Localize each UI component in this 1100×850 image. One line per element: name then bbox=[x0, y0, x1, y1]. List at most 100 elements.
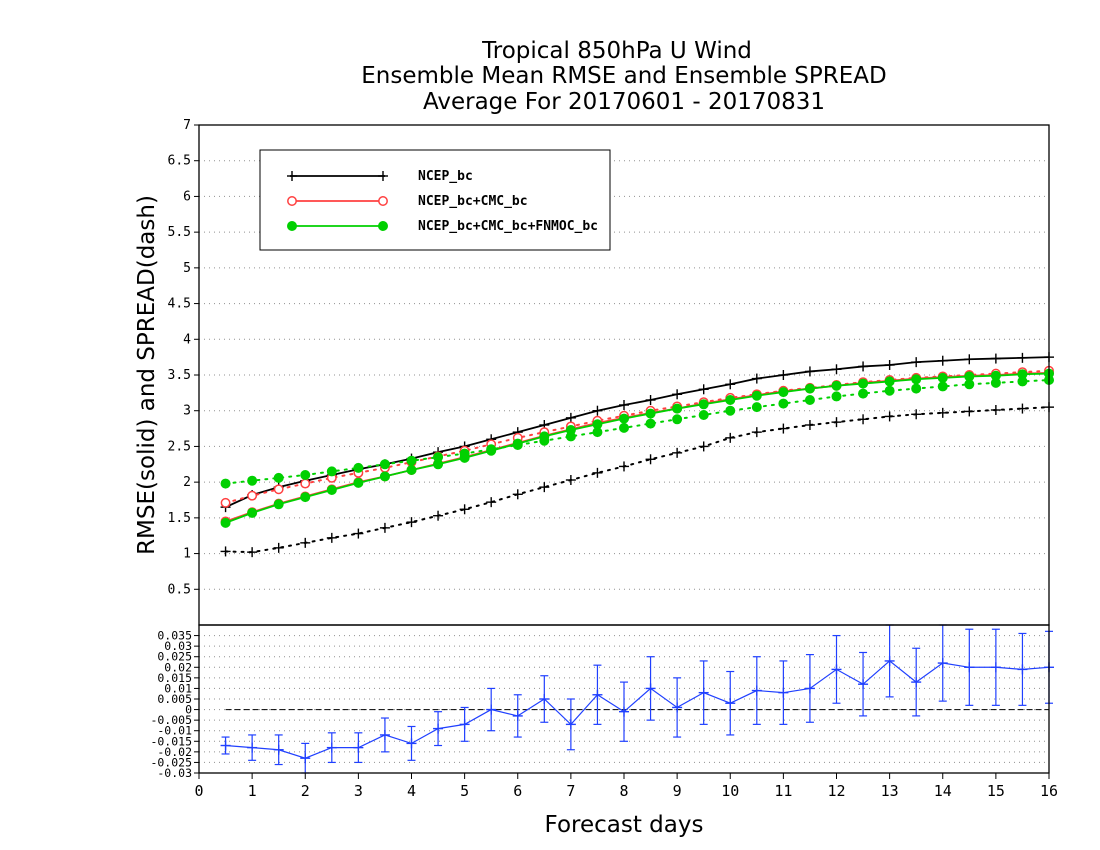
x-tick-label-1: 1 bbox=[248, 782, 257, 800]
ncep-bc-spread-point-23 bbox=[831, 417, 842, 428]
bottom-mean-point-8 bbox=[433, 723, 444, 734]
bottom-y-tick-label-1: -0.025 bbox=[150, 755, 192, 769]
x-tick-label-15: 15 bbox=[987, 782, 1005, 800]
bottom-mean-point-29 bbox=[990, 662, 1001, 673]
top-y-tick-label-13: 7 bbox=[183, 118, 191, 133]
ncep-bc-cmc-bc-fnmoc-bc-spread-point-17 bbox=[672, 414, 683, 425]
ncep-bc-rmse-point-23 bbox=[831, 364, 842, 375]
bottom-mean-point-7 bbox=[406, 738, 417, 749]
ncep-bc-spread-point-12 bbox=[539, 482, 550, 493]
x-tick-label-7: 7 bbox=[566, 782, 575, 800]
bottom-y-tick-label-9: 0.015 bbox=[157, 671, 192, 685]
ncep-bc-cmc-bc-fnmoc-bc-rmse-point-1 bbox=[247, 507, 258, 518]
top-y-tick-label-10: 5.5 bbox=[168, 225, 191, 240]
legend-label-ncep-bc-cmc-bc-fnmoc-bc: NCEP_bc+CMC_bc+FNMOC_bc bbox=[418, 219, 598, 234]
ncep-bc-spread-point-5 bbox=[353, 528, 364, 539]
ncep-bc-cmc-bc-fnmoc-bc-spread-point-5 bbox=[353, 462, 364, 473]
x-tick-label-16: 16 bbox=[1040, 782, 1058, 800]
ncep-bc-cmc-bc-fnmoc-bc-rmse-point-3 bbox=[300, 492, 311, 503]
ncep-bc-spread-point-21 bbox=[778, 423, 789, 434]
bottom-mean-point-30 bbox=[1017, 664, 1028, 675]
ncep-bc-cmc-bc-fnmoc-bc-spread-point-19 bbox=[725, 405, 736, 416]
ncep-bc-rmse-point-17 bbox=[672, 389, 683, 400]
bottom-mean-point-14 bbox=[592, 689, 603, 700]
ncep-bc-cmc-bc-spread-point-2 bbox=[273, 484, 284, 495]
top-panel-series bbox=[220, 352, 1054, 558]
ncep-bc-cmc-bc-fnmoc-bc-spread-point-3 bbox=[300, 470, 311, 480]
bottom-mean-point-18 bbox=[698, 687, 709, 698]
x-tick-label-12: 12 bbox=[827, 782, 845, 800]
legend-box bbox=[259, 149, 611, 251]
ncep-bc-cmc-bc-fnmoc-bc-spread-point-2 bbox=[273, 472, 284, 483]
x-tick-label-8: 8 bbox=[619, 782, 628, 800]
ncep-bc-rmse-point-19 bbox=[725, 379, 736, 390]
legend-item-ncep-bc: NCEP_bc bbox=[287, 169, 473, 184]
x-tick-label-5: 5 bbox=[460, 782, 469, 800]
legend-item-ncep-bc-cmc-bc-fnmoc-bc: NCEP_bc+CMC_bc+FNMOC_bc bbox=[287, 219, 598, 234]
ncep-bc-cmc-bc-fnmoc-bc-spread-point-15 bbox=[619, 422, 629, 433]
bottom-y-tick-label-13: 0.035 bbox=[157, 629, 192, 643]
top-y-tick-label-0: 0.5 bbox=[168, 582, 191, 597]
ncep-bc-cmc-bc-fnmoc-bc-rmse-point-26 bbox=[911, 374, 922, 385]
ncep-bc-rmse-point-14 bbox=[592, 405, 603, 416]
ncep-bc-spread-point-6 bbox=[379, 522, 390, 533]
top-y-tick-label-11: 6 bbox=[183, 189, 191, 204]
ncep-bc-cmc-bc-fnmoc-bc-spread-point-26 bbox=[911, 383, 922, 394]
ncep-bc-spread-point-19 bbox=[725, 432, 736, 443]
ncep-bc-cmc-bc-fnmoc-bc-rmse-point-18 bbox=[698, 399, 709, 410]
x-tick-label-4: 4 bbox=[407, 782, 416, 800]
bottom-y-tick-label-0: -0.03 bbox=[157, 766, 192, 780]
ncep-bc-cmc-bc-fnmoc-bc-rmse-point-22 bbox=[804, 383, 815, 394]
ncep-bc-cmc-bc-fnmoc-bc-rmse-point-4 bbox=[326, 485, 337, 495]
bottom-y-tick-label-4: -0.01 bbox=[157, 724, 192, 738]
bottom-mean-point-15 bbox=[619, 706, 629, 717]
ncep-bc-cmc-bc-fnmoc-bc-spread-point-14 bbox=[592, 427, 603, 438]
ncep-bc-cmc-bc-fnmoc-bc-rmse-point-19 bbox=[725, 395, 736, 405]
ncep-bc-rmse-point-13 bbox=[565, 412, 576, 423]
ncep-bc-cmc-bc-fnmoc-bc-rmse-point-20 bbox=[751, 390, 762, 401]
bottom-mean-point-16 bbox=[645, 683, 656, 694]
ncep-bc-cmc-bc-fnmoc-bc-rmse-point-21 bbox=[778, 387, 789, 398]
bottom-mean-point-17 bbox=[672, 702, 683, 713]
bottom-mean-difference-line bbox=[225, 660, 1050, 759]
x-tick-label-14: 14 bbox=[934, 782, 952, 800]
ncep-bc-spread-point-16 bbox=[645, 454, 656, 465]
ncep-bc-cmc-bc-fnmoc-bc-spread-line bbox=[224, 379, 1050, 485]
ncep-bc-cmc-bc-fnmoc-bc-rmse-point-25 bbox=[884, 376, 895, 387]
chart-title: Tropical 850hPa U Wind Ensemble Mean RMS… bbox=[361, 38, 886, 115]
top-y-tick-label-12: 6.5 bbox=[168, 154, 191, 169]
legend-label-ncep-bc: NCEP_bc bbox=[418, 169, 473, 184]
ncep-bc-spread-point-29 bbox=[990, 405, 1001, 415]
ncep-bc-cmc-bc-fnmoc-bc-rmse-line bbox=[225, 372, 1050, 524]
bottom-panel-y-ticks: -0.03-0.025-0.02-0.015-0.01-0.00500.0050… bbox=[150, 629, 199, 780]
x-tick-label-9: 9 bbox=[673, 782, 682, 800]
bottom-mean-point-5 bbox=[353, 742, 364, 753]
bottom-y-tick-label-2: -0.02 bbox=[157, 745, 192, 759]
ncep-bc-cmc-bc-fnmoc-bc-spread-point-23 bbox=[831, 391, 842, 402]
bottom-y-tick-label-5: -0.005 bbox=[150, 713, 192, 727]
bottom-mean-point-23 bbox=[831, 664, 842, 675]
title-line-3: Average For 20170601 - 20170831 bbox=[423, 89, 825, 115]
x-tick-label-3: 3 bbox=[354, 782, 363, 800]
ncep-bc-spread-point-8 bbox=[433, 510, 444, 521]
ncep-bc-cmc-bc-fnmoc-bc-rmse-point-2 bbox=[273, 499, 284, 510]
top-y-tick-label-9: 5 bbox=[183, 261, 191, 276]
top-y-tick-label-1: 1 bbox=[183, 547, 191, 562]
bottom-mean-point-4 bbox=[326, 742, 337, 753]
bottom-mean-point-26 bbox=[911, 677, 922, 688]
ncep-bc-spread-point-9 bbox=[459, 504, 470, 515]
x-tick-label-0: 0 bbox=[194, 782, 203, 800]
ncep-bc-cmc-bc-fnmoc-bc-spread-point-27 bbox=[937, 381, 948, 392]
ncep-bc-spread-point-18 bbox=[698, 441, 709, 452]
ncep-bc-spread-point-0 bbox=[220, 546, 231, 557]
ncep-bc-cmc-bc-fnmoc-bc-rmse-point-6 bbox=[379, 471, 390, 482]
ncep-bc-rmse-point-27 bbox=[937, 355, 948, 366]
ncep-bc-spread-point-11 bbox=[512, 489, 523, 500]
ncep-bc-cmc-bc-fnmoc-bc-spread-point-13 bbox=[565, 431, 576, 442]
bottom-y-tick-label-10: 0.02 bbox=[164, 660, 192, 674]
ncep-bc-rmse-point-26 bbox=[911, 357, 922, 368]
y-axis-label: RMSE(solid) and SPREAD(dash) bbox=[134, 195, 160, 555]
bottom-y-tick-label-6: 0 bbox=[185, 703, 192, 717]
ncep-bc-cmc-bc-fnmoc-bc-rmse-point-7 bbox=[406, 465, 417, 475]
